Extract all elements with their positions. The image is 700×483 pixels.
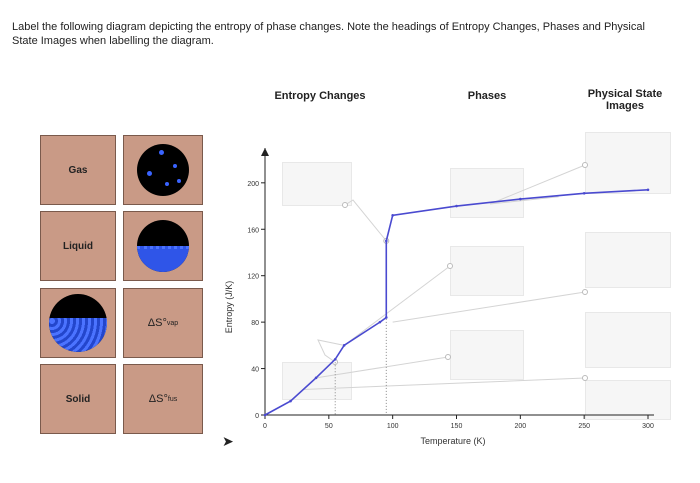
leader-endpoint [447, 263, 453, 269]
y-tick-label: 200 [247, 181, 259, 188]
tile-solid-label: Solid [65, 393, 91, 405]
x-tick-label: 50 [325, 423, 333, 430]
leader-endpoint [582, 289, 588, 295]
drop-target-phase-3[interactable] [450, 330, 524, 380]
x-tick-label: 200 [514, 423, 526, 430]
leader-line [303, 377, 586, 390]
y-tick-label: 80 [251, 320, 259, 327]
y-axis-label: Entropy (J/K) [224, 281, 234, 334]
data-point [384, 316, 388, 319]
y-tick-label: 0 [255, 413, 259, 420]
tile-liquid[interactable]: Liquid [40, 211, 116, 281]
delta-s-vap-label: ΔS° [147, 317, 167, 329]
x-tick-label: 300 [642, 423, 654, 430]
tile-gas-image[interactable] [123, 135, 203, 205]
data-point [333, 357, 337, 361]
header-physical-state-images: Physical State Images [587, 88, 663, 112]
leader-line [392, 291, 586, 323]
leader-lines [303, 162, 588, 415]
leader-endpoint [445, 354, 451, 360]
header-phases: Phases [467, 90, 507, 102]
tile-delta-s-fus[interactable]: ΔS° fus [123, 364, 203, 434]
delta-s-fus-subscript: fus [167, 395, 178, 403]
data-point [582, 191, 586, 195]
solid-particles-icon [49, 294, 107, 352]
x-tick-label: 150 [451, 423, 463, 430]
drop-target-phase-2[interactable] [450, 246, 524, 296]
header-entropy-changes: Entropy Changes [274, 90, 366, 102]
leader-endpoint [582, 375, 588, 381]
y-tick-label: 120 [247, 274, 259, 281]
liquid-particles-icon [137, 220, 189, 272]
drop-target-image-2[interactable] [585, 232, 671, 288]
tile-gas-label: Gas [68, 164, 88, 176]
chart-axes [261, 148, 654, 416]
data-point [342, 344, 346, 347]
data-point [646, 188, 650, 192]
drop-target-image-4[interactable] [585, 380, 671, 420]
leader-line [344, 199, 387, 242]
leader-endpoint [342, 202, 348, 208]
drop-target-entropy-1[interactable] [282, 162, 352, 206]
x-tick-label: 0 [263, 423, 267, 430]
tile-liquid-label: Liquid [63, 240, 93, 252]
chart-series [263, 188, 650, 417]
x-axis-label: Temperature (K) [420, 436, 485, 446]
x-tick-label: 100 [387, 423, 399, 430]
data-point [289, 399, 292, 403]
data-point [391, 214, 394, 217]
data-point [519, 197, 522, 201]
data-point [263, 413, 267, 417]
y-tick-label: 160 [247, 227, 259, 234]
tile-delta-s-vap[interactable]: ΔS° vap [123, 288, 203, 358]
y-axis-arrow [261, 148, 269, 156]
data-point [384, 239, 388, 243]
delta-s-vap-subscript: vap [166, 319, 179, 327]
leader-line [315, 356, 449, 379]
entropy-curve [264, 188, 649, 416]
tile-solid-image[interactable] [40, 288, 116, 358]
data-point [314, 376, 318, 380]
mouse-pointer-icon: ➤ [222, 433, 234, 449]
leader-line [343, 265, 451, 346]
drop-target-image-1[interactable] [585, 132, 671, 194]
leader-endpoint [582, 162, 588, 168]
data-point [378, 320, 382, 324]
data-point [455, 204, 458, 208]
y-tick-label: 40 [251, 367, 259, 374]
gas-particles-icon [137, 144, 189, 196]
tile-solid[interactable]: Solid [40, 364, 116, 434]
drop-target-image-3[interactable] [585, 312, 671, 368]
delta-s-fus-label: ΔS° [148, 393, 168, 405]
chart-ticks: 0 50 100 150 200 250 300 0 40 80 120 160 200 [247, 181, 654, 430]
leader-line [489, 164, 586, 205]
tile-liquid-image[interactable] [123, 211, 203, 281]
instructions-text: Label the following diagram depicting th… [12, 21, 645, 47]
tile-gas[interactable]: Gas [40, 135, 116, 205]
drop-target-phase-1[interactable] [450, 168, 524, 218]
x-tick-label: 250 [578, 423, 590, 430]
drop-target-entropy-2[interactable] [282, 362, 352, 400]
